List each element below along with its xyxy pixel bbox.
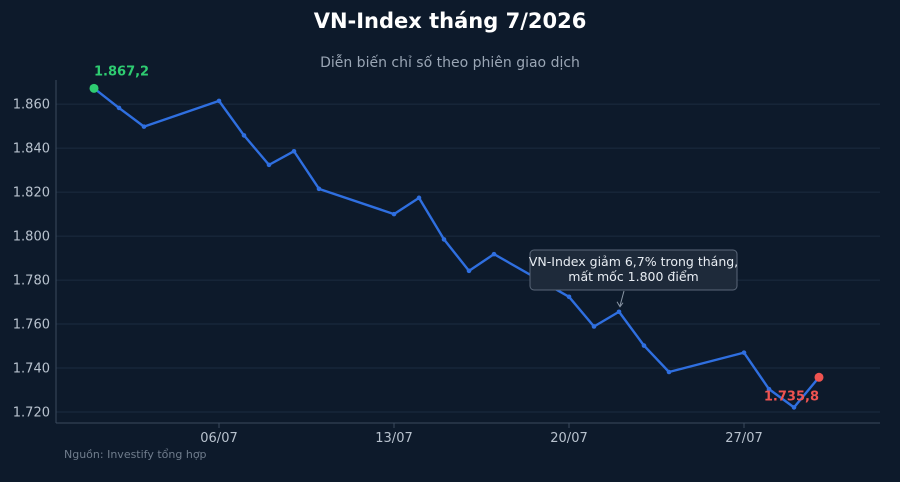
data-point <box>741 350 747 355</box>
grid-lines <box>56 103 880 413</box>
data-point <box>141 124 147 129</box>
data-points <box>89 83 824 410</box>
start-value-label: 1.867,2 <box>94 64 149 79</box>
x-tick-label: 20/07 <box>550 431 587 446</box>
x-tick-label: 06/07 <box>200 431 237 446</box>
data-point <box>316 186 322 192</box>
x-tick-label: 27/07 <box>725 431 762 446</box>
data-point <box>791 405 797 410</box>
annotation-text: mất mốc 1.800 điểm <box>568 269 698 284</box>
end-value-label: 1.735,8 <box>764 389 819 404</box>
y-tick-label: 1.820 <box>13 186 50 201</box>
y-tick-label: 1.760 <box>13 318 50 333</box>
annotation-text: VN-Index giảm 6,7% trong tháng, <box>529 254 738 269</box>
data-point <box>616 309 622 315</box>
data-point <box>416 195 422 201</box>
end-marker <box>814 372 824 382</box>
data-point <box>116 105 122 111</box>
data-point <box>441 237 447 242</box>
y-tick-label: 1.800 <box>13 230 50 245</box>
data-point <box>466 268 472 274</box>
source-note: Nguồn: Investify tổng hợp <box>64 448 207 461</box>
data-point <box>591 324 597 329</box>
data-point <box>641 343 647 348</box>
series-line <box>93 87 820 409</box>
data-point <box>666 369 672 375</box>
data-point <box>566 294 572 300</box>
data-point <box>291 148 297 154</box>
axes: 1.720 1.740 1.760 1.780 1.800 1.820 1.840 1.860… <box>13 80 880 446</box>
annotation-box <box>529 249 738 291</box>
data-point <box>216 98 222 104</box>
data-point <box>241 133 247 138</box>
annotation: VN-Index giảm 6,7% trong tháng,mất mốc 1… <box>529 249 738 308</box>
chart-title: VN-Index tháng 7/2026 <box>313 9 587 33</box>
data-point <box>766 386 772 392</box>
series-line-layer <box>93 87 820 409</box>
y-tick-label: 1.840 <box>13 142 50 157</box>
data-point <box>491 251 497 257</box>
data-point <box>266 162 272 168</box>
y-tick-label: 1.780 <box>13 274 50 289</box>
annotation-arrow <box>619 290 625 306</box>
y-tick-label: 1.740 <box>13 362 50 377</box>
start-marker <box>89 83 99 93</box>
annotation-arrowhead <box>616 301 624 308</box>
y-tick-label: 1.720 <box>13 406 50 421</box>
chart-subtitle: Diễn biến chỉ số theo phiên giao dịch <box>320 55 580 71</box>
x-tick-label: 13/07 <box>375 431 412 446</box>
data-point <box>391 211 397 217</box>
labels: 1.867,2 1.735,8 <box>94 64 819 404</box>
y-tick-label: 1.860 <box>13 98 50 113</box>
